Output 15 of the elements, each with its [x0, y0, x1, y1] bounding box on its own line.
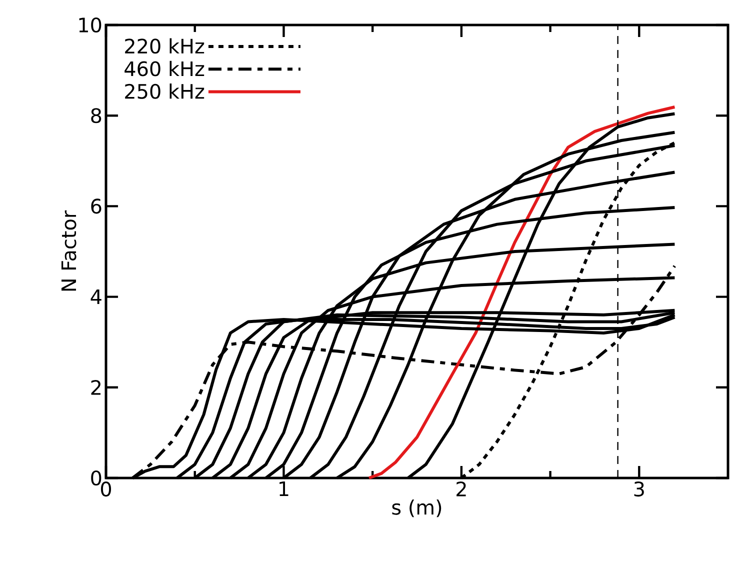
y-tick-label: 10	[79, 17, 102, 33]
y-tick-label: 4	[90, 290, 102, 304]
y-tick-label: 2	[91, 380, 100, 395]
y-tick-label: 0	[91, 470, 102, 486]
x-tick-label: 1	[280, 482, 288, 496]
legend-label: 460 kHz	[124, 60, 204, 76]
x-tick-label: 2	[456, 482, 466, 496]
x-tick-label: 3	[634, 482, 644, 497]
x-axis-title: s (m)	[392, 499, 442, 518]
y-tick-label: 8	[91, 108, 102, 124]
y-tick-label: 6	[91, 198, 102, 214]
legend-label: 250 kHz	[125, 83, 204, 99]
y-axis-title: N Factor	[61, 210, 76, 291]
x-tick-label: 0	[100, 482, 112, 497]
legend-label: 220 kHz	[125, 38, 204, 54]
